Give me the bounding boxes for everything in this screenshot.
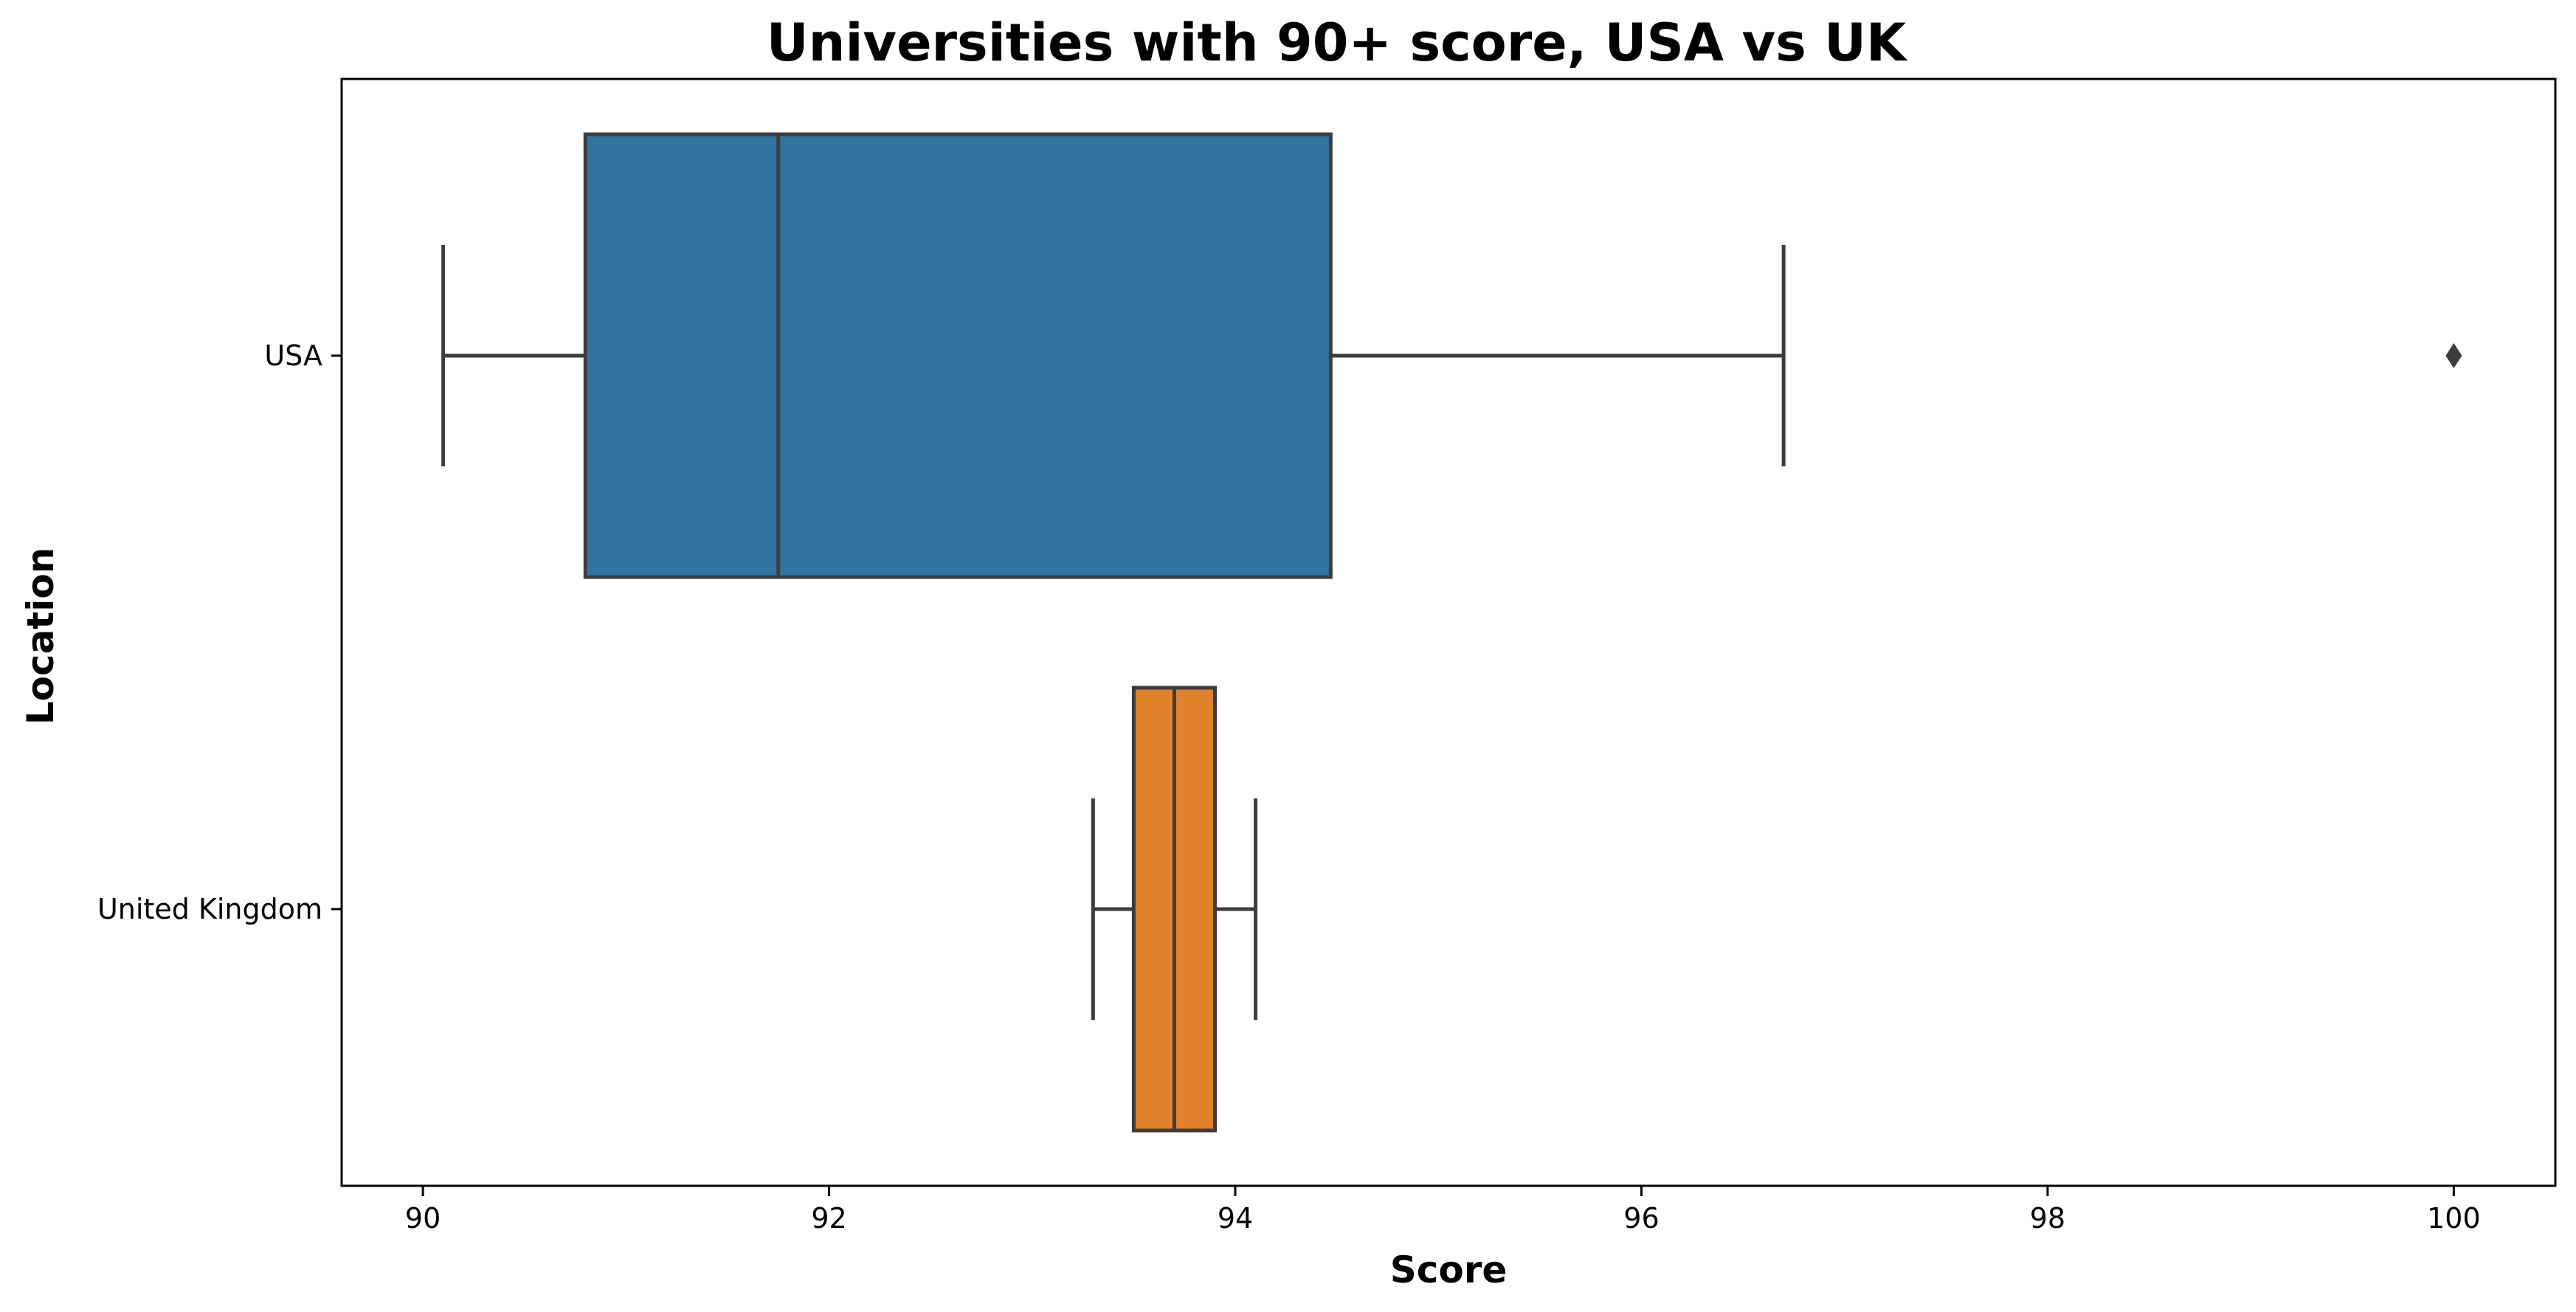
x-tick-label: 92 bbox=[811, 1202, 846, 1235]
x-tick-label: 96 bbox=[1623, 1202, 1659, 1235]
y-axis-label: Location bbox=[19, 548, 62, 725]
y-tick-label: United Kingdom bbox=[97, 893, 322, 925]
x-tick-label: 100 bbox=[2427, 1202, 2481, 1235]
box-group-usa bbox=[441, 132, 2462, 579]
x-axis-ticks: 90 92 94 96 98 100 bbox=[405, 1186, 2481, 1235]
x-tick-label: 90 bbox=[405, 1202, 441, 1235]
y-axis-ticks: USA United Kingdom bbox=[97, 339, 342, 925]
x-tick-label: 98 bbox=[2030, 1202, 2065, 1235]
chart-title: Universities with 90+ score, USA vs UK bbox=[767, 13, 1908, 73]
y-tick-label: USA bbox=[264, 339, 322, 372]
box-group-united-kingdom bbox=[1091, 686, 1258, 1133]
plot-area-frame bbox=[340, 77, 2557, 1187]
box-series bbox=[441, 132, 2462, 1133]
outlier-point bbox=[2445, 343, 2462, 368]
x-tick-label: 94 bbox=[1218, 1202, 1253, 1235]
iqr-box bbox=[583, 132, 1333, 579]
x-axis-label: Score bbox=[1390, 1249, 1508, 1291]
